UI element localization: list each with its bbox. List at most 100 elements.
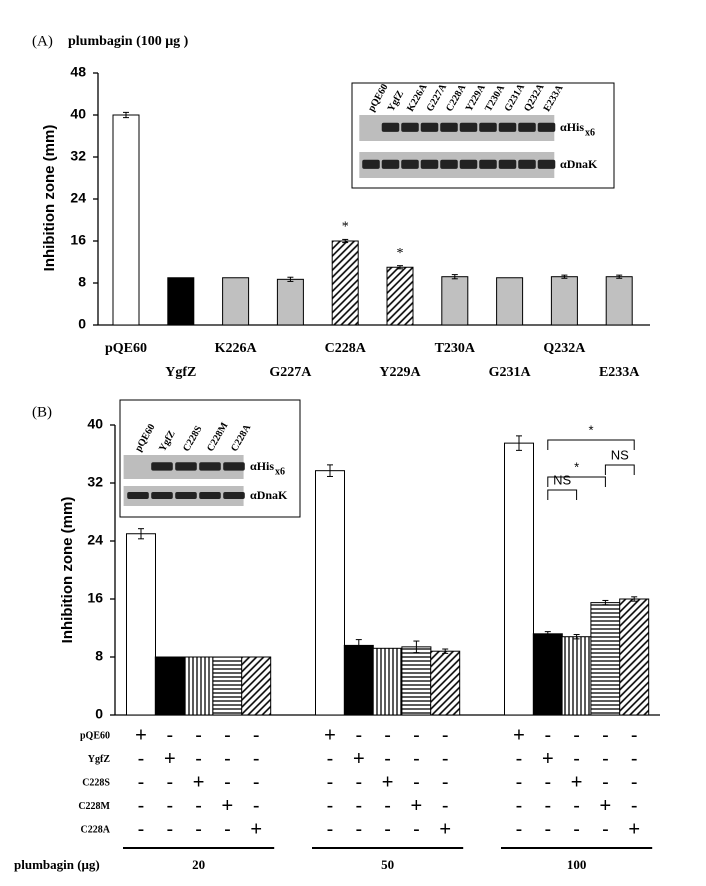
table-cell: + [439,818,451,840]
table-cell: + [324,724,336,746]
y-tick-label: 24 [87,532,103,548]
error-bar [327,464,333,477]
y-tick-label: 16 [87,590,103,606]
table-cell: - [355,818,362,840]
y-tick-label: 40 [70,106,86,122]
table-cell: - [516,795,523,817]
bar [386,266,414,326]
x-tick-label: G227A [269,365,312,380]
annotation: * [397,246,404,261]
y-tick-label: 32 [70,148,86,164]
y-tick-label: 8 [78,274,86,290]
bar [112,114,140,326]
table-cell: - [516,748,523,770]
blot-band [223,492,245,499]
table-cell: - [413,771,420,793]
table-cell: - [442,771,449,793]
annotation: NS [553,472,571,487]
blot-band [151,462,173,471]
significance-bracket [547,489,578,500]
table-cell: - [195,724,202,746]
bar [276,278,304,326]
blot-band [199,492,221,499]
blot-band [537,122,556,132]
x-tick-label: T230A [435,341,476,356]
table-cell: - [138,771,145,793]
group-label: 100 [567,857,587,872]
bar [550,276,578,326]
bar [372,647,403,716]
table-cell: - [442,724,449,746]
annotation: * [574,459,579,474]
table-cell: - [224,771,231,793]
error-bar [451,274,458,280]
table-cell: - [544,795,551,817]
table-cell: - [516,771,523,793]
error-bar [616,274,623,279]
table-cell: - [224,748,231,770]
table-cell: - [573,724,580,746]
error-bar [138,528,144,540]
table-cell: - [253,748,260,770]
bar [590,602,621,716]
blot-band [401,159,419,169]
blot-band [381,159,400,169]
annotation: * [588,422,593,437]
y-tick-label: 48 [70,64,86,80]
group-label: 20 [192,857,205,872]
table-cell: - [355,795,362,817]
table-cell: - [442,748,449,770]
table-cell: + [600,795,612,817]
error-bar [355,639,362,652]
bar [504,442,534,716]
blot-band [479,159,497,169]
error-bar [123,111,129,119]
table-cell: - [327,771,334,793]
error-bar [631,596,638,602]
bar [167,277,195,326]
table-cell: - [166,771,173,793]
table-cell: - [413,818,420,840]
bar [331,240,359,326]
bar [183,656,214,716]
error-bar [602,599,609,606]
table-cell: - [195,818,202,840]
blot-band [362,159,380,169]
error-bar [561,274,568,279]
table-cell: - [138,795,145,817]
table-cell: + [222,795,234,817]
table-cell: - [195,795,202,817]
table-cell: + [353,748,365,770]
table-cell: + [135,724,147,746]
x-tick-label: Q232A [543,341,586,356]
error-bar [397,265,403,270]
bar [315,470,345,716]
blot-label-sub: x6 [585,127,595,138]
error-bar [287,276,294,282]
table-cell: - [544,771,551,793]
blot-band [459,159,478,169]
significance-bracket [604,464,635,475]
x-tick-label: YgfZ [165,365,196,380]
bar [241,656,272,716]
error-bar [516,435,522,451]
bar [126,533,156,716]
blot-band [420,122,439,132]
annotation: NS [611,447,629,462]
x-tick-label: pQE60 [105,341,147,356]
y-tick-label: 0 [95,706,103,722]
row-label: C228M [78,801,110,812]
blot-label: αDnaK [560,157,598,171]
bar [401,646,432,716]
blot-band [175,462,197,471]
blot-band [127,492,149,499]
blot-label-sub: x6 [275,466,285,477]
blot-band [440,159,458,169]
row-label: pQE60 [80,730,110,741]
row-label: C228S [82,777,110,788]
table-cell: - [631,748,638,770]
blot-band [518,122,536,132]
table-cell: - [384,795,391,817]
chart-title: plumbagin (100 μg ) [68,34,189,49]
bar [430,650,461,716]
